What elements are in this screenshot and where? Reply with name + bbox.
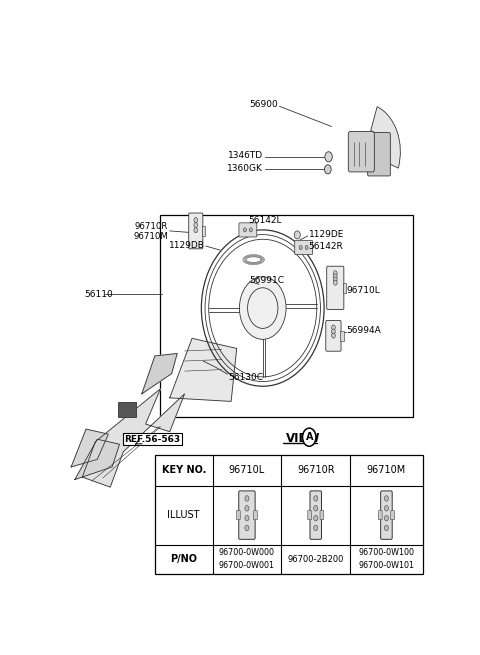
Text: 96710L: 96710L (229, 466, 265, 476)
Text: 96710R: 96710R (134, 223, 168, 231)
Polygon shape (75, 440, 120, 479)
Text: REF.56-563: REF.56-563 (124, 435, 180, 443)
Text: P/NO: P/NO (170, 554, 197, 564)
Bar (340, 331, 344, 341)
Text: 56994A: 56994A (347, 326, 381, 335)
Text: A: A (305, 432, 313, 442)
Circle shape (245, 506, 249, 511)
Wedge shape (371, 107, 400, 168)
Circle shape (305, 246, 308, 250)
Bar (343, 283, 347, 293)
Text: 1129DE: 1129DE (309, 231, 344, 240)
Circle shape (332, 325, 335, 330)
Circle shape (325, 152, 332, 162)
Text: 96710M: 96710M (367, 466, 406, 476)
FancyBboxPatch shape (381, 491, 392, 539)
Circle shape (332, 333, 335, 338)
Circle shape (324, 165, 331, 174)
Bar (155, 455, 423, 574)
Text: 56142R: 56142R (309, 242, 343, 251)
Circle shape (194, 228, 198, 233)
Circle shape (302, 428, 316, 446)
Circle shape (194, 223, 198, 228)
Text: 96710R: 96710R (297, 466, 335, 476)
Circle shape (384, 525, 388, 531)
Circle shape (314, 525, 318, 531)
Text: ILLUST: ILLUST (168, 510, 200, 520)
FancyBboxPatch shape (348, 132, 374, 172)
Circle shape (334, 274, 337, 279)
Bar (118, 402, 136, 417)
Circle shape (314, 515, 318, 521)
Bar (160, 215, 413, 417)
Circle shape (334, 271, 337, 276)
Text: KEY NO.: KEY NO. (161, 466, 206, 476)
FancyBboxPatch shape (320, 511, 324, 519)
FancyBboxPatch shape (310, 491, 322, 539)
Ellipse shape (240, 277, 286, 339)
FancyBboxPatch shape (308, 511, 312, 519)
Text: 96700-0W000
96700-0W001: 96700-0W000 96700-0W001 (219, 548, 275, 570)
Polygon shape (71, 429, 108, 467)
Text: 56110: 56110 (84, 290, 113, 299)
Text: 96700-0W100
96700-0W101: 96700-0W100 96700-0W101 (359, 548, 414, 570)
Polygon shape (142, 354, 177, 394)
FancyBboxPatch shape (391, 511, 395, 519)
FancyBboxPatch shape (327, 266, 344, 310)
Circle shape (299, 246, 302, 250)
Circle shape (334, 280, 337, 285)
Text: 56991C: 56991C (250, 276, 285, 285)
Bar (202, 226, 205, 236)
FancyBboxPatch shape (239, 491, 255, 539)
Circle shape (194, 217, 198, 223)
Circle shape (384, 496, 388, 501)
Text: 56142L: 56142L (248, 216, 281, 225)
Polygon shape (170, 339, 237, 402)
Polygon shape (83, 389, 185, 487)
Circle shape (314, 496, 318, 501)
Circle shape (314, 506, 318, 511)
FancyBboxPatch shape (189, 213, 203, 249)
Text: 56130C: 56130C (228, 373, 263, 382)
Circle shape (249, 228, 252, 232)
Circle shape (384, 515, 388, 521)
Circle shape (334, 277, 337, 282)
Circle shape (245, 515, 249, 521)
Text: 96710M: 96710M (133, 233, 168, 242)
FancyBboxPatch shape (368, 132, 390, 176)
FancyBboxPatch shape (239, 223, 257, 237)
Text: 96710L: 96710L (347, 286, 380, 295)
Text: 56900: 56900 (249, 100, 277, 109)
Circle shape (245, 525, 249, 531)
Circle shape (245, 496, 249, 501)
Circle shape (243, 228, 246, 232)
FancyBboxPatch shape (378, 511, 382, 519)
Text: 96700-2B200: 96700-2B200 (288, 555, 344, 564)
Text: 1346TD: 1346TD (228, 151, 263, 160)
FancyBboxPatch shape (253, 511, 257, 519)
FancyBboxPatch shape (295, 240, 312, 255)
Text: VIEW: VIEW (286, 432, 321, 445)
Text: 1129DB: 1129DB (168, 240, 204, 250)
Circle shape (332, 329, 335, 334)
Circle shape (294, 231, 300, 239)
Text: 1360GK: 1360GK (227, 164, 263, 173)
Circle shape (384, 506, 388, 511)
FancyBboxPatch shape (326, 320, 341, 351)
FancyBboxPatch shape (237, 511, 240, 519)
